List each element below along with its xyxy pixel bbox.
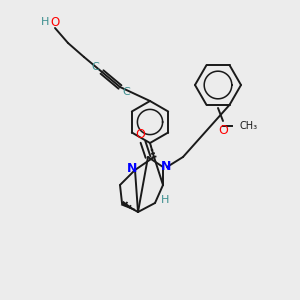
Text: O: O bbox=[50, 16, 60, 28]
Text: N: N bbox=[127, 163, 137, 176]
Text: O: O bbox=[218, 124, 228, 136]
Text: C: C bbox=[91, 62, 99, 72]
Text: H: H bbox=[161, 195, 169, 205]
Text: N: N bbox=[161, 160, 171, 172]
Text: H: H bbox=[41, 17, 49, 27]
Polygon shape bbox=[121, 201, 138, 212]
Text: C: C bbox=[122, 87, 130, 97]
Text: CH₃: CH₃ bbox=[240, 121, 258, 131]
Text: O: O bbox=[135, 128, 145, 140]
